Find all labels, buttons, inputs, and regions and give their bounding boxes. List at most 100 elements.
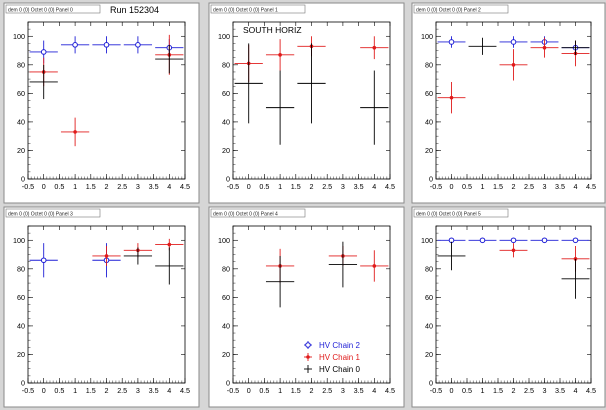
- marker-star: [73, 130, 77, 134]
- x-tick-label: 2.5: [524, 386, 534, 395]
- y-tick-label: 40: [17, 117, 25, 126]
- data-point: [468, 37, 497, 55]
- x-tick-label: 1: [278, 182, 282, 191]
- data-point: [92, 36, 121, 54]
- y-tick-label: 40: [222, 117, 230, 126]
- marker-open-circle: [541, 237, 548, 244]
- data-point: [360, 250, 389, 282]
- marker-open-circle: [103, 42, 110, 48]
- x-tick-label: 3: [341, 386, 345, 395]
- y-tick-label: 60: [425, 293, 433, 302]
- x-tick-label: 2.5: [117, 386, 127, 395]
- x-tick-label: 2: [512, 386, 516, 395]
- x-tick-label: -0.5: [22, 386, 34, 395]
- data-point: [265, 39, 295, 71]
- y-tick-label: 0: [21, 175, 25, 184]
- y-tick-label: 80: [17, 264, 25, 273]
- panel-title-box: dem 0 (0) Octet 0 (0) Panel 5: [413, 208, 509, 217]
- data-point: [328, 241, 358, 288]
- y-tick-label: 80: [425, 60, 433, 69]
- x-tick-label: 4: [372, 386, 376, 395]
- data-point: [360, 36, 389, 60]
- x-tick-label: 1: [73, 386, 77, 395]
- marker-open-circle: [135, 42, 141, 48]
- panel-title: dem 0 (0) Octet 0 (0) Panel 3: [8, 211, 73, 217]
- y-tick-label: 80: [222, 264, 230, 273]
- data-point: [123, 247, 153, 265]
- y-tick-label: 40: [17, 321, 25, 330]
- panel-title: dem 0 (0) Octet 0 (0) Panel 1: [213, 7, 278, 13]
- y-tick-label: 80: [425, 264, 433, 273]
- panel-title-frame: [413, 4, 509, 14]
- x-tick-label: 1.5: [86, 386, 96, 395]
- data-point: [123, 36, 153, 54]
- x-tick-label: 1.5: [291, 182, 301, 191]
- x-tick-label: 0: [450, 386, 454, 395]
- y-tick-label: 100: [421, 32, 433, 41]
- x-tick-label: 3.5: [354, 386, 364, 395]
- y-tick-label: 80: [222, 60, 230, 69]
- marker-open-circle: [72, 42, 78, 48]
- data-point: [437, 241, 466, 271]
- x-tick-label: 3: [543, 386, 547, 395]
- chart-panel-1: dem 0 (0) Octet 0 (0) Panel 0-0.5 0 0.5 1 1.…: [3, 2, 200, 204]
- data-point: [265, 255, 295, 308]
- x-tick-label: 2.5: [322, 182, 332, 191]
- panel-frame: [3, 2, 200, 204]
- x-tick-label: 2: [512, 182, 516, 191]
- y-tick-label: 60: [425, 89, 433, 98]
- legend: HV Chain 2 HV Chain 1 HV Chain 0: [304, 341, 360, 374]
- y-tick-label: 40: [425, 321, 433, 330]
- y-tick-label: 0: [226, 175, 230, 184]
- data-point: [437, 81, 466, 114]
- data-point: [92, 245, 121, 266]
- marker-star: [372, 45, 377, 50]
- x-tick-label: 0: [247, 386, 251, 395]
- y-tick-label: 40: [222, 321, 230, 330]
- x-tick-label: 3: [341, 182, 345, 191]
- data-point: [561, 40, 590, 55]
- x-tick-label: 3: [136, 182, 140, 191]
- marker-open-circle: [510, 237, 517, 244]
- data-point: [499, 243, 528, 258]
- panel-title-frame: [5, 208, 101, 218]
- x-tick-label: -0.5: [227, 386, 239, 395]
- x-tick-label: 4.5: [586, 182, 596, 191]
- x-tick-label: -0.5: [430, 182, 442, 191]
- x-tick-label: 4.5: [385, 386, 395, 395]
- x-tick-label: 4: [372, 182, 376, 191]
- data-point: [265, 70, 295, 145]
- y-tick-label: 20: [17, 350, 25, 359]
- y-tick-label: 100: [421, 236, 433, 245]
- legend-marker-star: [306, 355, 310, 359]
- x-tick-label: 0: [247, 182, 251, 191]
- data-point: [60, 36, 90, 54]
- data-point: [60, 117, 90, 147]
- x-tick-label: -0.5: [22, 182, 34, 191]
- x-tick-label: 2: [105, 386, 109, 395]
- x-tick-label: 3: [136, 386, 140, 395]
- x-tick-label: 1.5: [493, 182, 503, 191]
- data-point: [29, 243, 58, 278]
- chart-panel-5: dem 0 (0) Octet 0 (0) Panel 4-0.5 0 0.5 1 1.…: [208, 206, 405, 408]
- y-tick-label: 60: [17, 89, 25, 98]
- data-point: [499, 237, 528, 244]
- marker-open-circle: [40, 257, 47, 264]
- x-tick-label: 1: [481, 386, 485, 395]
- x-tick-label: 2: [310, 386, 314, 395]
- panel-title: dem 0 (0) Octet 0 (0) Panel 0: [8, 7, 73, 13]
- x-tick-label: 3.5: [354, 182, 364, 191]
- data-point: [155, 247, 184, 285]
- marker-star: [278, 53, 282, 57]
- x-tick-label: 4.5: [586, 386, 596, 395]
- panel-title-frame: [210, 4, 306, 14]
- x-tick-label: 4: [574, 182, 578, 191]
- marker-star: [372, 264, 377, 268]
- data-point: [360, 70, 389, 145]
- marker-open-circle: [40, 49, 47, 55]
- panel-label: SOUTH HORIZ: [243, 25, 302, 35]
- panel-frame: [3, 206, 200, 408]
- data-point: [155, 44, 184, 74]
- y-tick-label: 60: [222, 89, 230, 98]
